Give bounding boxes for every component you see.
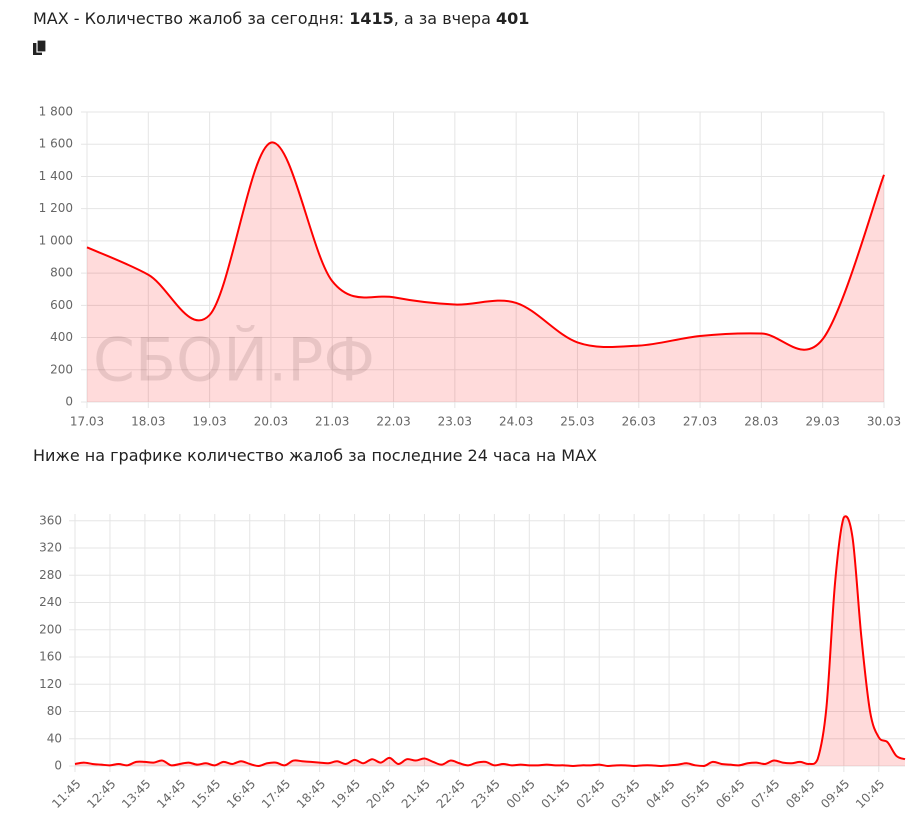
x-tick-label: 12:45 (84, 777, 118, 811)
x-tick-label: 16:45 (224, 777, 258, 811)
x-tick-label: 20.03 (254, 415, 288, 429)
x-tick-label: 04:45 (643, 777, 677, 811)
y-tick-label: 240 (39, 595, 62, 609)
y-tick-label: 200 (50, 362, 73, 376)
line (74, 515, 906, 768)
x-tick-label: 18.03 (131, 415, 165, 429)
x-tick-label: 20:45 (364, 777, 398, 811)
today-count: 1415 (349, 9, 394, 28)
area (87, 142, 884, 402)
x-tick-label: 06:45 (713, 777, 747, 811)
x-tick-label: 14:45 (154, 777, 188, 811)
y-tick-label: 360 (39, 513, 62, 527)
copy-icon[interactable] (33, 39, 47, 55)
x-tick-label: 08:45 (783, 777, 817, 811)
x-tick-label: 24.03 (499, 415, 533, 429)
line (86, 141, 885, 351)
area (75, 516, 905, 766)
y-tick-label: 120 (39, 677, 62, 691)
x-tick-label: 18:45 (294, 777, 328, 811)
x-tick-label: 01:45 (538, 777, 572, 811)
y-tick-label: 200 (39, 622, 62, 636)
y-tick-label: 600 (50, 298, 73, 312)
chart: 0 40 80 120 160 200 240 280 320 360 11:45 12:45 13:4… (39, 513, 906, 811)
y-tick-label: 80 (47, 704, 62, 718)
y-tick-label: 40 (47, 731, 62, 745)
x-tick-label: 22:45 (434, 777, 468, 811)
y-tick-label: 1 200 (39, 201, 73, 215)
yesterday-count: 401 (496, 9, 529, 28)
x-tick-label: 25.03 (560, 415, 594, 429)
y-tick-label: 0 (54, 759, 62, 773)
x-tick-label: 05:45 (678, 777, 712, 811)
chart-title: Ниже на графике количество жалоб за посл… (33, 446, 597, 465)
y-tick-label: 0 (65, 395, 73, 409)
y-tick-label: 400 (50, 330, 73, 344)
x-tick-label: 13:45 (119, 777, 153, 811)
x-tick-label: 11:45 (49, 777, 83, 811)
y-tick-label: 160 (39, 650, 62, 664)
x-tick-label: 29.03 (806, 415, 840, 429)
x-tick-label: 00:45 (504, 777, 538, 811)
x-tick-label: 23:45 (469, 777, 503, 811)
x-tick-label: 22.03 (376, 415, 410, 429)
watermark: СБОЙ.РФ (93, 324, 375, 396)
header-middle: , а за вчера (394, 9, 496, 28)
x-tick-label: 21.03 (315, 415, 349, 429)
y-tick-label: 800 (50, 266, 73, 280)
copy-icon-front (36, 39, 47, 53)
x-tick-label: 07:45 (748, 777, 782, 811)
y-tick-label: 1 800 (39, 105, 73, 119)
x-tick-label: 26.03 (622, 415, 656, 429)
y-tick-label: 280 (39, 568, 62, 582)
x-tick-label: 23.03 (438, 415, 472, 429)
x-tick-label: 19:45 (329, 777, 363, 811)
x-tick-label: 17.03 (70, 415, 104, 429)
x-tick-label: 21:45 (399, 777, 433, 811)
y-tick-label: 1 600 (39, 137, 73, 151)
chart: 0 200 400 600 800 1 000 1 200 1 400 1 600 1 800 17… (39, 105, 902, 429)
x-tick-label: 27.03 (683, 415, 717, 429)
x-tick-label: 02:45 (573, 777, 607, 811)
x-tick-label: 17:45 (259, 777, 293, 811)
y-tick-label: 1 000 (39, 233, 73, 247)
y-tick-label: 1 400 (39, 169, 73, 183)
x-tick-label: 19.03 (192, 415, 226, 429)
x-tick-label: 10:45 (853, 777, 887, 811)
x-tick-label: 30.03 (867, 415, 901, 429)
header-prefix: MAX - Количество жалоб за сегодня: (33, 9, 349, 28)
x-tick-label: 28.03 (744, 415, 778, 429)
x-tick-label: 15:45 (189, 777, 223, 811)
x-tick-label: 03:45 (608, 777, 642, 811)
x-tick-label: 09:45 (818, 777, 852, 811)
y-tick-label: 320 (39, 541, 62, 555)
header-title: MAX - Количество жалоб за сегодня: 1415,… (33, 9, 529, 28)
